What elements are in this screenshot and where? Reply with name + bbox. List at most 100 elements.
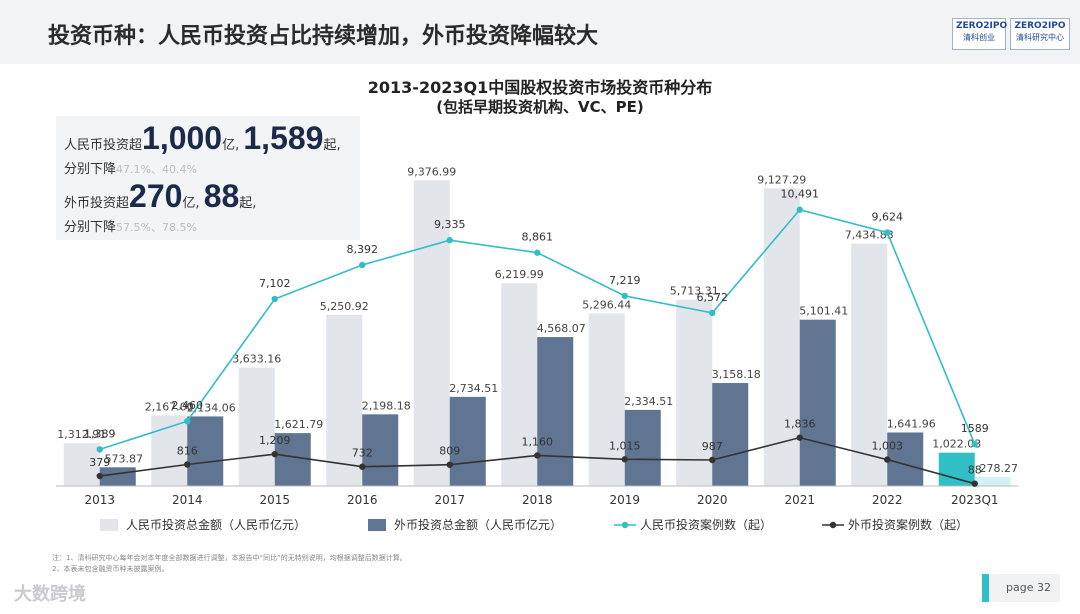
fx-unit: 亿, bbox=[182, 196, 200, 211]
fx-count-point bbox=[446, 461, 453, 468]
logo1-sub: 清科创业 bbox=[963, 33, 995, 42]
fx-amount-bar bbox=[537, 337, 574, 486]
rmb-amount-bar bbox=[588, 313, 625, 486]
rmb-count-point bbox=[621, 292, 628, 300]
rmb-drop-values: 47.1%、40.4% bbox=[116, 163, 197, 176]
footnote-line-2: 2、本表未包含融资币种未披露案例。 bbox=[52, 565, 169, 573]
legend-label: 外币投资案例数（起） bbox=[848, 517, 968, 532]
rmb-count-label: 2,460 bbox=[172, 399, 204, 412]
fx-count-label: 1,836 bbox=[784, 418, 816, 431]
fx-drop-label: 分别下降 bbox=[64, 220, 117, 235]
fx-count-label: 1,015 bbox=[609, 439, 641, 452]
rmb-count-point bbox=[971, 440, 978, 448]
rmb-drop-line: 分别下降47.1%、40.4% bbox=[64, 158, 197, 177]
rmb-amount-label: 2,167.00 bbox=[145, 400, 194, 413]
fx-count-label: 88 bbox=[968, 464, 982, 477]
rmb-count-point bbox=[184, 418, 191, 425]
rmb-count-point bbox=[534, 249, 541, 256]
fx-count-label: 987 bbox=[702, 440, 723, 453]
fx-count-point bbox=[96, 472, 103, 480]
rmb-count-label: 10,491 bbox=[781, 188, 820, 201]
rmb-amount-label: 1,312.91 bbox=[57, 428, 106, 441]
page-num-value: 32 bbox=[1036, 581, 1051, 594]
rmb-count-point bbox=[271, 295, 278, 303]
rmb-count-label: 6,572 bbox=[697, 291, 729, 304]
rmb-cases: 1,589 bbox=[243, 120, 324, 156]
x-tick-label: 2019 bbox=[609, 493, 640, 507]
rmb-amount-bar bbox=[238, 367, 275, 486]
x-tick-label: 2014 bbox=[172, 493, 203, 507]
fx-cases-unit: 起, bbox=[239, 196, 257, 211]
rmb-amount-bar bbox=[763, 188, 800, 486]
fx-count-label: 809 bbox=[439, 445, 460, 458]
legend-label: 人民币投资总金额（人民币亿元） bbox=[126, 517, 306, 532]
rmb-count-point bbox=[884, 229, 891, 236]
fx-amount: 270 bbox=[129, 178, 183, 214]
legend-swatch bbox=[100, 519, 118, 531]
legend-swatch-dot bbox=[621, 521, 629, 529]
rmb-cases-unit: 起, bbox=[323, 138, 341, 153]
rmb-amount-label: 9,376.99 bbox=[407, 165, 456, 178]
fx-prefix: 外币投资超 bbox=[64, 196, 130, 211]
logo2-sub: 清科研究中心 bbox=[1016, 33, 1064, 42]
fx-count-point bbox=[971, 480, 978, 487]
logo1-brand: ZERO2IPO bbox=[956, 21, 1008, 31]
fx-amount-bar bbox=[624, 409, 661, 486]
x-tick-label: 2013 bbox=[84, 493, 115, 507]
rmb-unit: 亿, bbox=[222, 138, 240, 153]
rmb-amount-label: 6,219.99 bbox=[495, 268, 544, 281]
fx-amount-bar bbox=[187, 416, 224, 486]
fx-count-label: 816 bbox=[177, 445, 198, 458]
fx-amount-bar bbox=[99, 467, 136, 486]
rmb-count-point bbox=[446, 236, 453, 244]
fx-count-label: 1,003 bbox=[872, 440, 904, 453]
fx-amount-bar bbox=[712, 383, 749, 486]
legend-label: 外币投资总金额（人民币亿元） bbox=[394, 517, 562, 532]
rmb-count-point bbox=[359, 261, 366, 269]
page-indicator: page 32 bbox=[982, 574, 1060, 602]
rmb-drop-label: 分别下降 bbox=[64, 162, 117, 177]
x-tick-label: 2021 bbox=[784, 493, 815, 507]
fx-amount-bar bbox=[799, 319, 836, 486]
rmb-count-point bbox=[796, 206, 803, 213]
page-accent bbox=[982, 574, 989, 602]
footnote: 注：1、清科研究中心每年会对本年度全部数据进行调整，本报告中“同比”的无特别说明… bbox=[52, 553, 407, 575]
x-tick-label: 2020 bbox=[697, 493, 728, 507]
legend-swatch bbox=[368, 519, 386, 531]
rmb-amount-bar bbox=[501, 283, 538, 486]
rmb-count-point bbox=[709, 309, 716, 317]
x-tick-label: 2015 bbox=[259, 493, 290, 507]
rmb-count-label: 1,389 bbox=[84, 427, 116, 440]
footnote-line-1: 注：1、清科研究中心每年会对本年度全部数据进行调整，本报告中“同比”的无特别说明… bbox=[52, 554, 407, 562]
rmb-amount-label: 3,633.16 bbox=[232, 353, 281, 366]
x-tick-label: 2022 bbox=[872, 493, 903, 507]
legend-label: 人民币投资案例数（起） bbox=[640, 517, 772, 532]
rmb-amount-bar bbox=[326, 314, 363, 486]
rmb-amount-bar bbox=[938, 452, 975, 486]
fx-summary-line: 外币投资超270亿, 88起, bbox=[64, 178, 256, 215]
fx-count-label: 1,209 bbox=[259, 434, 291, 447]
x-tick-label: 2017 bbox=[434, 493, 465, 507]
fx-amount-label: 573.87 bbox=[105, 452, 144, 465]
rmb-amount-bar bbox=[676, 299, 713, 486]
rmb-amount-bar bbox=[851, 243, 888, 486]
fx-count-point bbox=[534, 452, 541, 459]
fx-count-point bbox=[796, 434, 803, 441]
logo2-brand: ZERO2IPO bbox=[1014, 21, 1066, 31]
rmb-summary-line: 人民币投资超1,000亿, 1,589起, bbox=[64, 120, 341, 157]
fx-amount-bar bbox=[274, 433, 311, 486]
rmb-amount-bar bbox=[63, 443, 100, 486]
rmb-count-label: 8,861 bbox=[522, 231, 554, 244]
header-bar bbox=[0, 0, 1080, 64]
fx-amount-label: 278.27 bbox=[980, 462, 1019, 475]
fx-amount-bar bbox=[974, 476, 1011, 486]
fx-count-point bbox=[359, 463, 366, 470]
rmb-count-label: 9,335 bbox=[434, 218, 466, 231]
fx-amount-bar bbox=[362, 414, 399, 486]
fx-count-point bbox=[709, 456, 716, 464]
fx-amount-label: 5,101.41 bbox=[799, 305, 848, 318]
rmb-count-label: 8,392 bbox=[347, 243, 379, 256]
rmb-count-label: 7,102 bbox=[259, 277, 291, 290]
fx-amount-label: 2,334.51 bbox=[624, 395, 673, 408]
